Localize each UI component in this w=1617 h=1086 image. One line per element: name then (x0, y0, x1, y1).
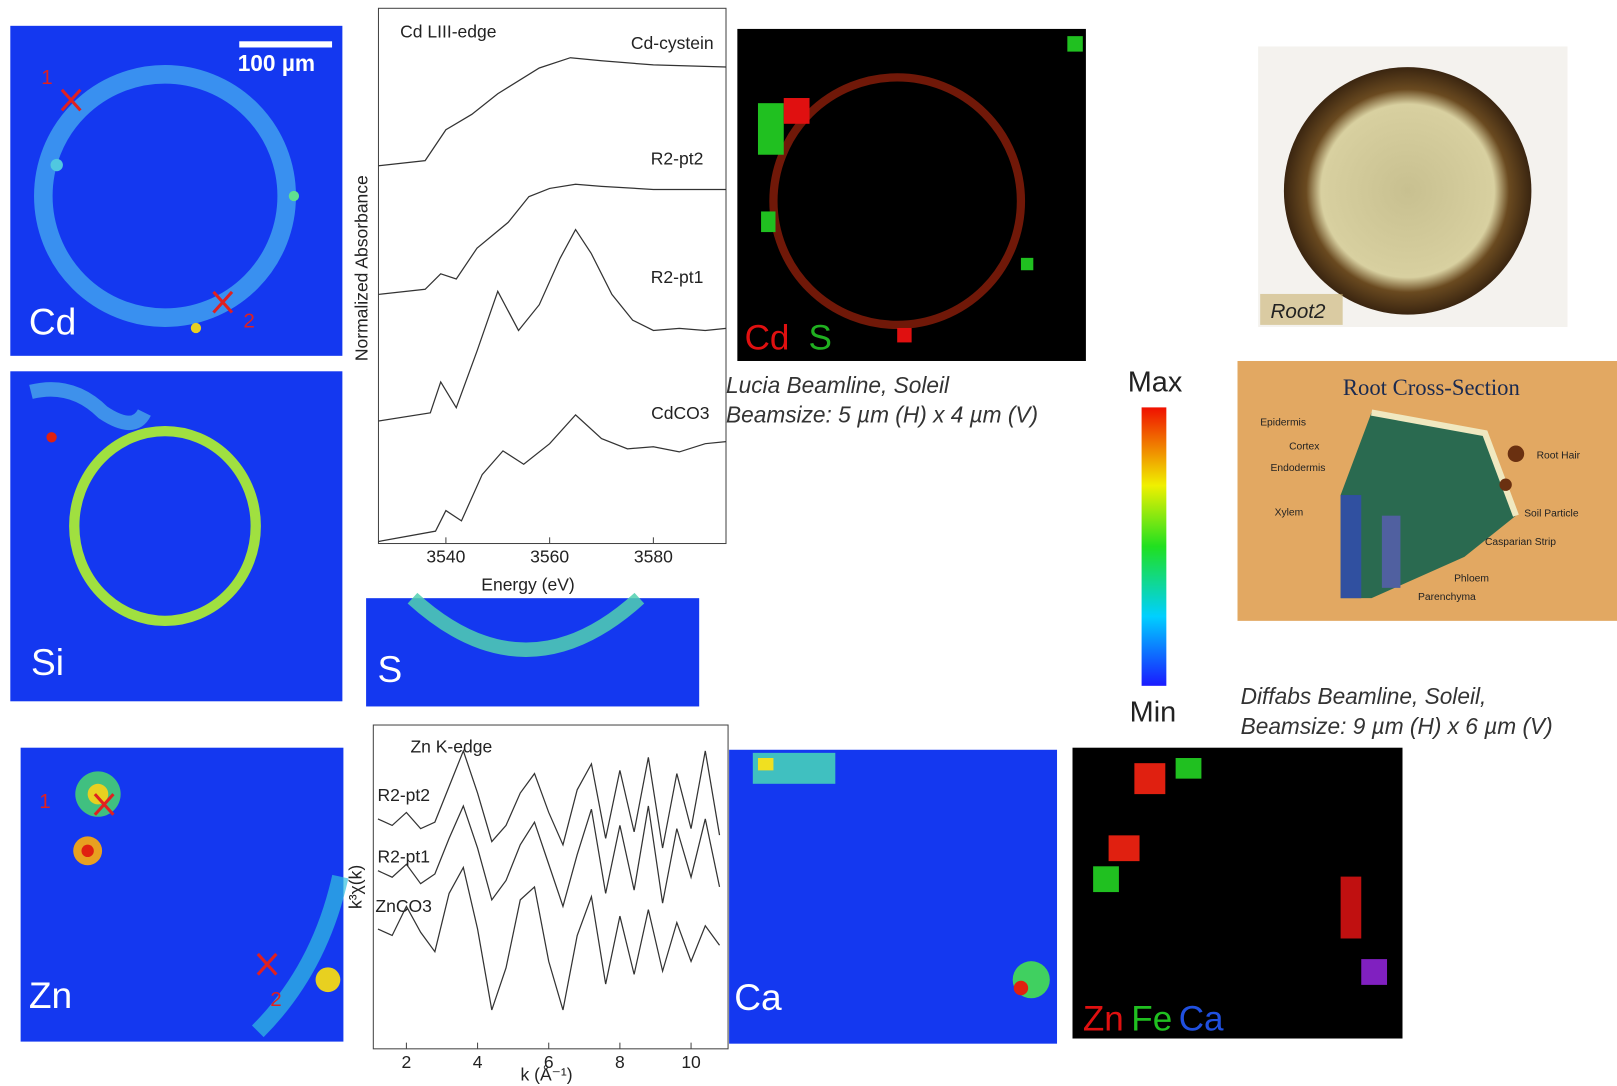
cd-map: Cd 100 µm 1 2 (10, 26, 342, 356)
series-label: ZnCO3 (375, 896, 431, 916)
diagram-label: Endodermis (1271, 463, 1326, 474)
y-axis-label: k³χ(k) (345, 865, 365, 909)
beamline-note: Lucia Beamline, Soleil (726, 372, 950, 398)
beamline-note: Beamsize: 9 µm (H) x 6 µm (V) (1241, 713, 1553, 739)
spectrum-line (378, 415, 726, 542)
series-label: R2-pt1 (651, 267, 704, 287)
x-tick-label: 3560 (530, 547, 569, 567)
si-map: Si (10, 371, 342, 701)
chart-title: Zn K-edge (410, 736, 492, 756)
diagram-title: Root Cross-Section (1343, 375, 1520, 400)
map-label: S (377, 648, 402, 690)
spectrum-line (378, 867, 720, 1009)
point-label: 2 (243, 309, 254, 332)
series-label: R2-pt2 (651, 149, 704, 169)
channel-label: S (809, 319, 832, 358)
ca-map: Ca (729, 750, 1057, 1044)
point-label: 1 (39, 790, 50, 813)
series-label: R2-pt1 (377, 847, 430, 867)
photo-label: Root2 (1271, 300, 1327, 323)
diagram-label: Root Hair (1537, 451, 1581, 462)
beamline-note: Beamsize: 5 µm (H) x 4 µm (V) (726, 402, 1038, 428)
diagram-label: Epidermis (1260, 418, 1306, 429)
x-tick-label: 3540 (426, 547, 465, 567)
point-label: 1 (41, 66, 52, 89)
channel-label: Fe (1131, 999, 1172, 1038)
diagram-label: Phloem (1454, 573, 1489, 584)
diagram-label: Cortex (1289, 441, 1320, 452)
s-map: S (366, 598, 699, 706)
chart-title: Cd LIII-edge (400, 22, 496, 42)
diagram-label: Casparian Strip (1485, 537, 1556, 548)
x-tick-label: 10 (681, 1052, 701, 1072)
channel-label: Ca (1179, 999, 1224, 1038)
colorbar-min: Min (1130, 696, 1177, 728)
root-photo: Root2 (1258, 46, 1567, 327)
figure: Cd 100 µm 1 2 Si S Zn 1 2 Ca (0, 0, 1617, 1086)
root-diagram: Root Cross-Section Epidermis Cortex Endo… (1238, 361, 1617, 621)
series-label: Cd-cystein (631, 33, 714, 53)
cd-s-rgb-map: Cd S (737, 29, 1086, 361)
x-tick-label: 2 (402, 1052, 412, 1072)
x-tick-label: 3580 (634, 547, 673, 567)
diagram-label: Soil Particle (1524, 508, 1579, 519)
colorbar: Max Min (1128, 366, 1183, 728)
x-axis-label: Energy (eV) (481, 574, 574, 594)
map-label: Ca (734, 976, 782, 1018)
series-label: CdCO3 (651, 403, 709, 423)
point-label: 2 (270, 988, 281, 1011)
x-tick-label: 4 (473, 1052, 483, 1072)
colorbar-max: Max (1128, 366, 1183, 398)
spectra: Cd LIII-edge Energy (eV) Normalized Absorb… (345, 8, 728, 1084)
channel-label: Cd (745, 319, 790, 358)
zn-map: Zn 1 2 (21, 748, 344, 1042)
map-label: Zn (29, 974, 72, 1016)
spectrum-line (378, 230, 726, 421)
diagram-label: Xylem (1275, 507, 1304, 518)
map-label: Cd (29, 301, 76, 343)
x-tick-label: 6 (544, 1052, 554, 1072)
map-label: Si (31, 641, 64, 683)
series-label: R2-pt2 (377, 785, 430, 805)
beamline-note: Diffabs Beamline, Soleil, (1241, 683, 1487, 709)
y-axis-label: Normalized Absorbance (352, 175, 372, 361)
x-tick-label: 8 (615, 1052, 625, 1072)
plot-frame (373, 725, 728, 1049)
channel-label: Zn (1083, 999, 1124, 1038)
zn-fe-ca-rgb-map: Zn Fe Ca (1073, 748, 1403, 1039)
diagram-label: Parenchyma (1418, 592, 1476, 603)
scale-bar-label: 100 µm (238, 50, 315, 76)
